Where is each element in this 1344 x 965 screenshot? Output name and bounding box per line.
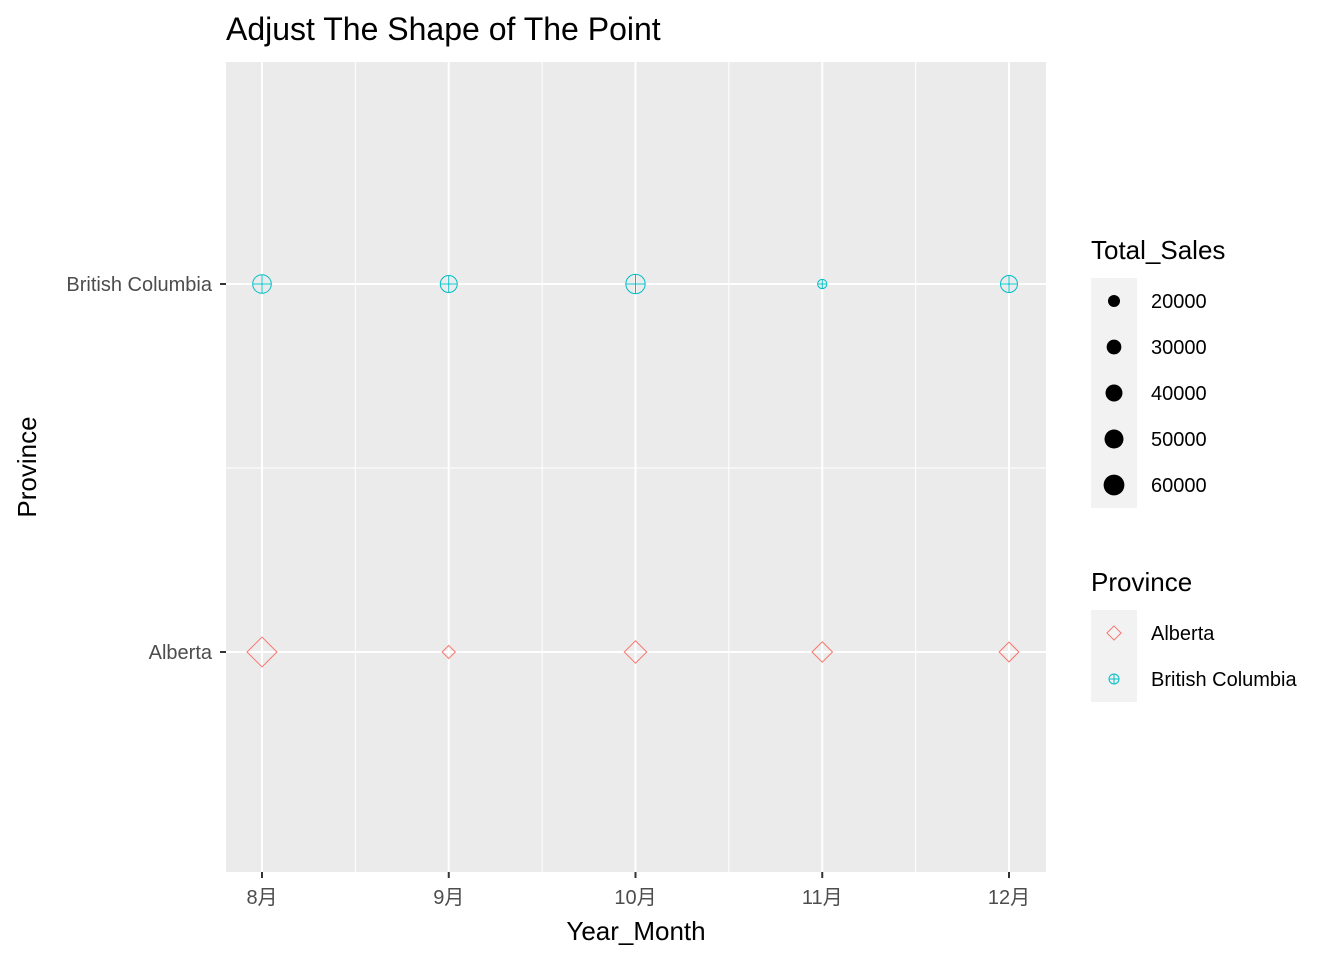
data-point xyxy=(252,274,272,294)
y-axis: Alberta British Columbia xyxy=(66,274,226,664)
y-axis-title: Province xyxy=(12,416,42,517)
legend-shape-key xyxy=(1106,625,1122,641)
data-points xyxy=(246,273,1020,668)
legend-shape: Province Alberta British Columbia xyxy=(1091,567,1297,702)
legend-size-label: 30000 xyxy=(1151,337,1207,359)
legend-size-title: Total_Sales xyxy=(1091,235,1225,265)
data-point xyxy=(998,641,1020,663)
y-tick-label: Alberta xyxy=(149,642,213,664)
data-point xyxy=(623,640,648,664)
grid-major xyxy=(226,62,1046,872)
legend-size-label: 40000 xyxy=(1151,383,1207,405)
x-axis-title: Year_Month xyxy=(566,916,705,946)
legend-shape-keys-bg xyxy=(1091,610,1137,702)
data-point xyxy=(811,641,834,663)
x-tick-label: 11月 xyxy=(802,887,843,909)
legend-size-label: 50000 xyxy=(1151,429,1207,451)
x-axis: 8月 9月 10月 11月 12月 xyxy=(246,872,1030,909)
data-point xyxy=(1000,275,1018,293)
legend-shape-key xyxy=(1108,673,1120,685)
data-point xyxy=(246,636,278,668)
grid-minor xyxy=(226,62,1046,872)
legend-shape-title: Province xyxy=(1091,567,1192,597)
legend-size-key xyxy=(1108,295,1120,307)
legend-size-key xyxy=(1106,339,1122,355)
data-point xyxy=(625,273,646,295)
legend-size-key xyxy=(1104,429,1124,449)
legend-shape-label: British Columbia xyxy=(1151,669,1297,691)
chart-title: Adjust The Shape of The Point xyxy=(226,11,661,47)
legend-size-label: 60000 xyxy=(1151,475,1207,497)
x-tick-label: 12月 xyxy=(988,887,1030,909)
legend-size-key xyxy=(1103,474,1125,496)
data-point xyxy=(817,278,828,290)
x-tick-label: 10月 xyxy=(614,887,656,909)
x-tick-label: 9月 xyxy=(433,887,464,909)
legend-shape-label: Alberta xyxy=(1151,623,1215,645)
legend-size: Total_Sales 20000 30000 40000 50000 60000 xyxy=(1091,235,1225,508)
data-point xyxy=(439,275,458,293)
y-tick-label: British Columbia xyxy=(66,274,212,296)
legend-size-label: 20000 xyxy=(1151,291,1207,313)
data-point xyxy=(441,644,457,660)
x-tick-label: 8月 xyxy=(246,887,277,909)
legend-size-key xyxy=(1105,384,1123,402)
